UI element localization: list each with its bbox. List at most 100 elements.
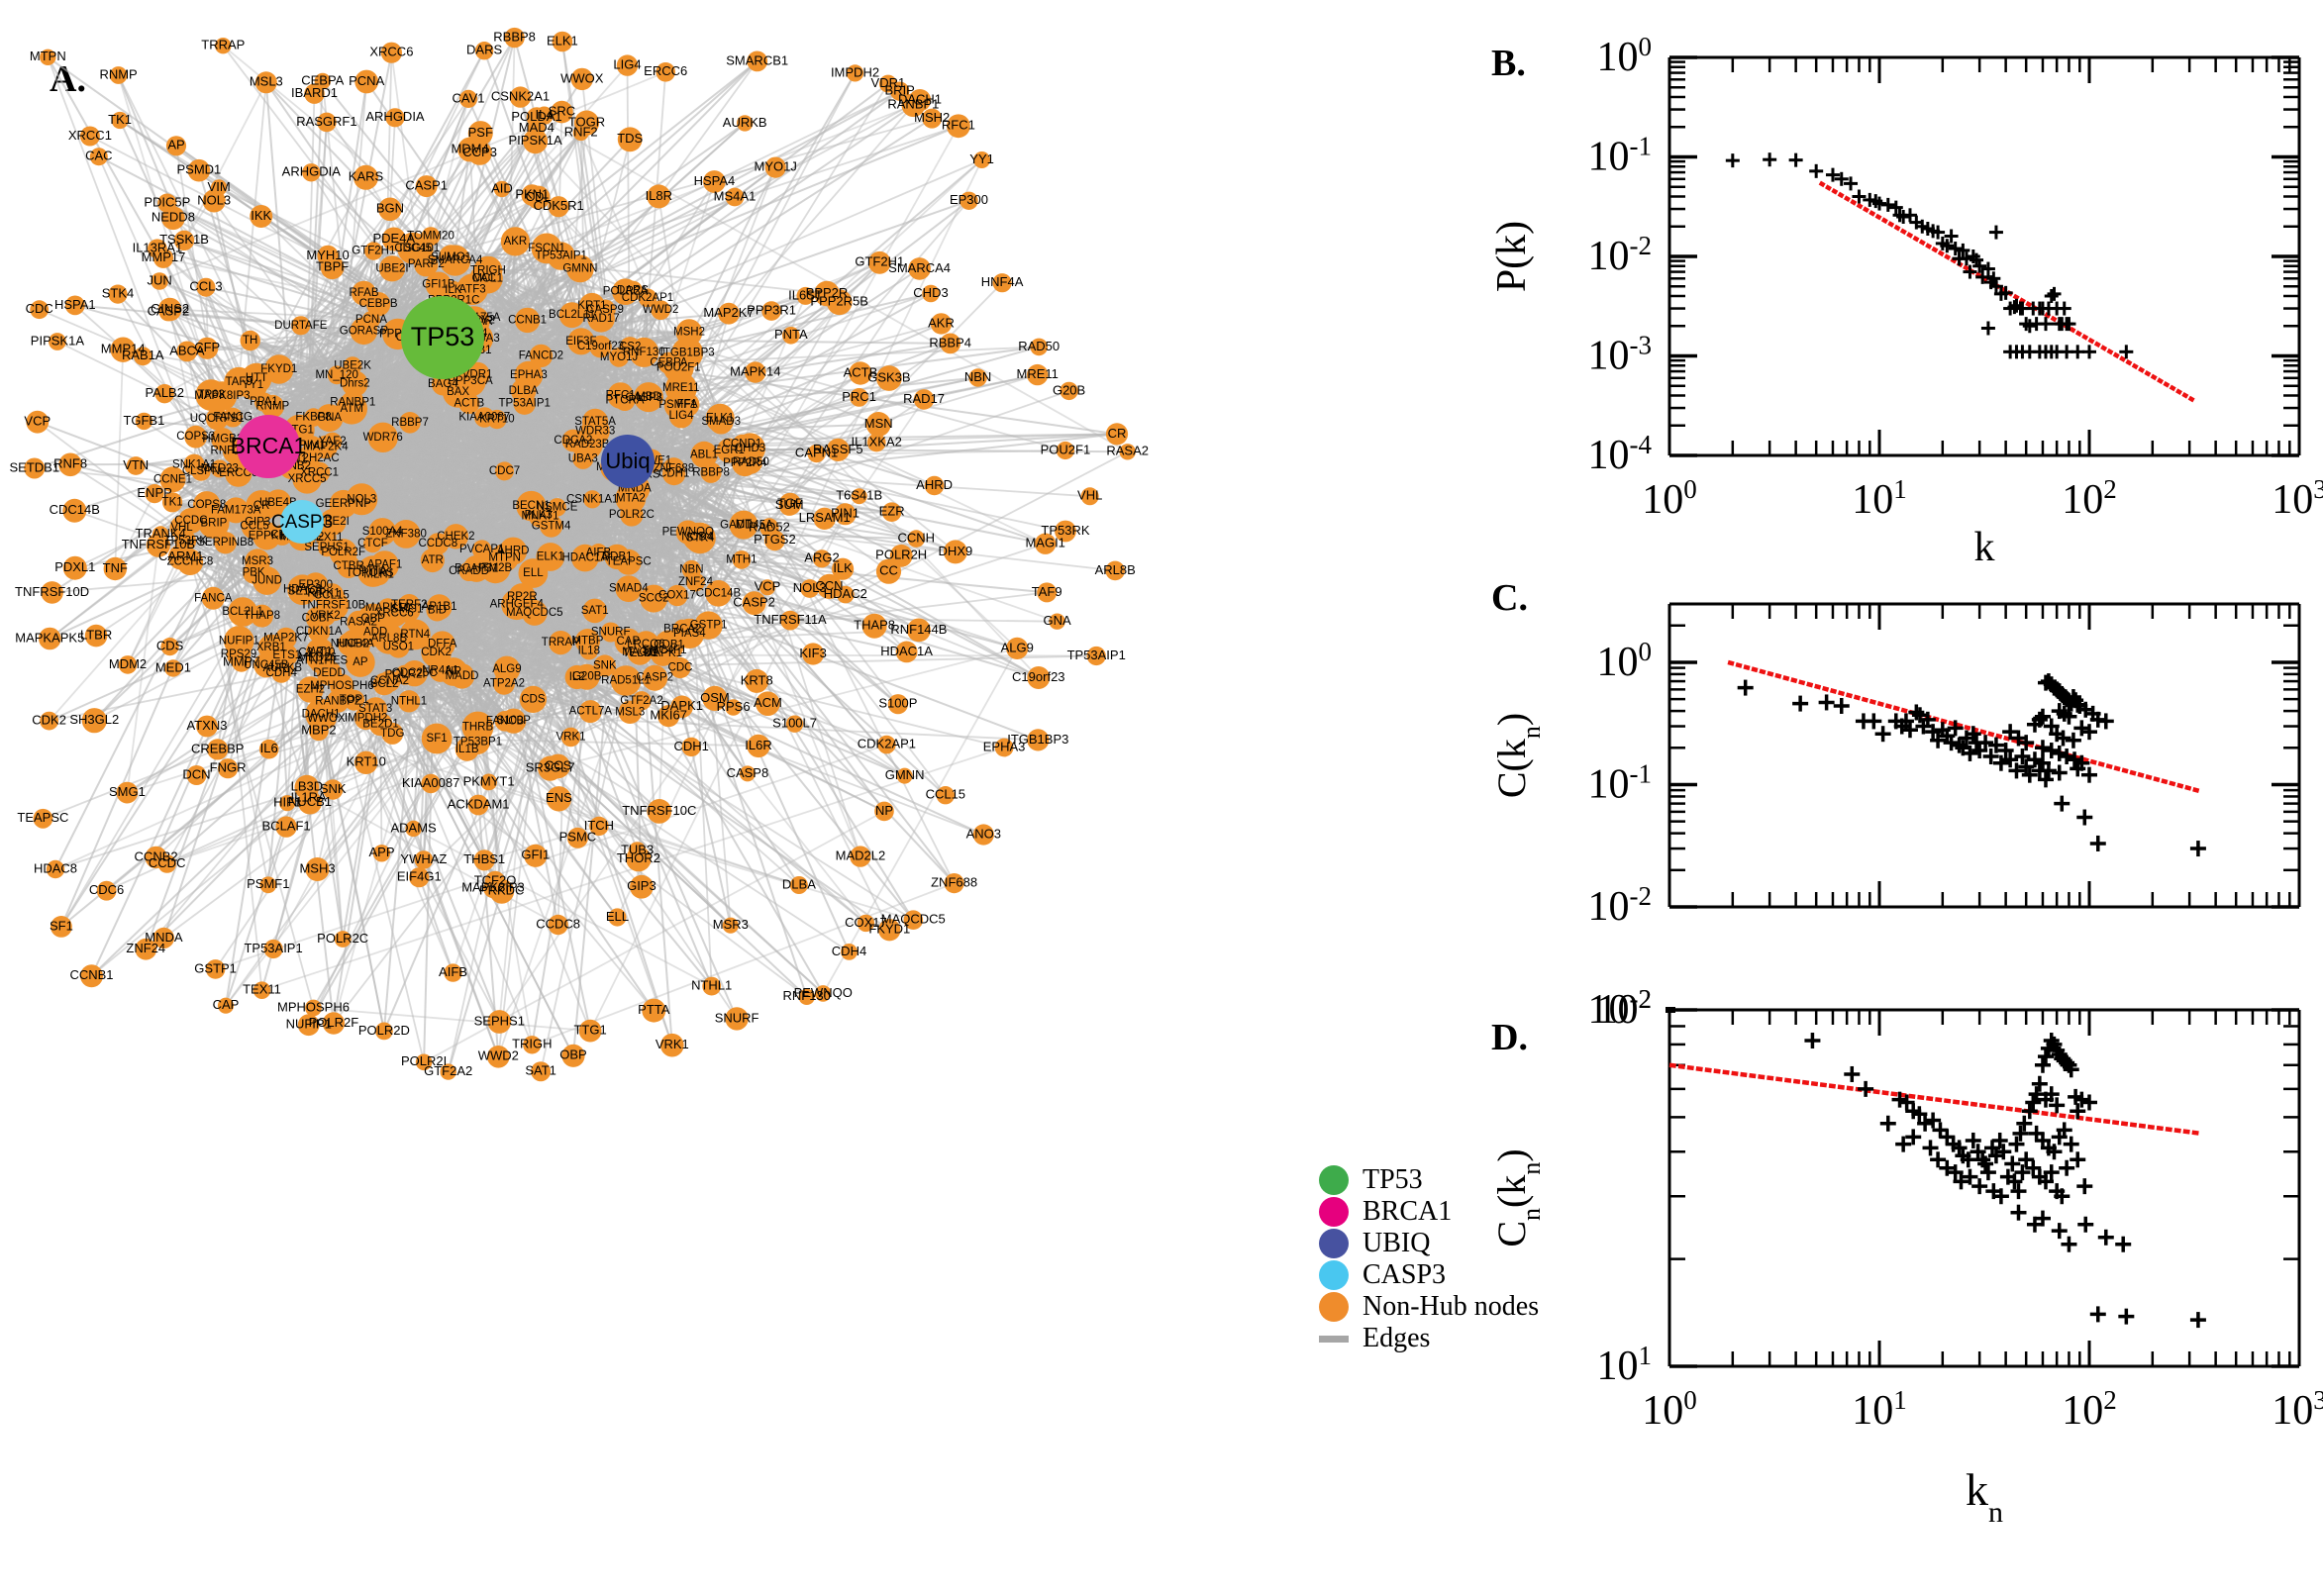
network-node[interactable] xyxy=(681,559,702,580)
network-node[interactable] xyxy=(668,403,694,429)
network-node[interactable] xyxy=(154,384,174,404)
network-node[interactable] xyxy=(662,351,694,383)
network-node[interactable] xyxy=(305,999,322,1017)
network-node[interactable] xyxy=(922,284,940,303)
network-node[interactable] xyxy=(531,1061,552,1082)
network-node[interactable] xyxy=(737,516,757,535)
network-node[interactable] xyxy=(718,302,740,325)
network-node[interactable] xyxy=(319,508,347,536)
network-node[interactable] xyxy=(41,581,63,604)
network-node[interactable] xyxy=(619,337,641,358)
network-node[interactable] xyxy=(360,618,390,648)
network-node[interactable] xyxy=(531,233,562,264)
network-node[interactable] xyxy=(84,624,108,648)
network-node[interactable] xyxy=(865,412,891,437)
network-node[interactable] xyxy=(802,643,825,665)
network-node[interactable] xyxy=(215,38,232,54)
network-node[interactable] xyxy=(327,365,347,385)
network-node[interactable] xyxy=(487,409,507,430)
network-node[interactable] xyxy=(500,227,530,256)
network-node[interactable] xyxy=(62,555,87,580)
network-node[interactable] xyxy=(487,1010,512,1034)
network-node[interactable] xyxy=(628,842,647,859)
network-node[interactable] xyxy=(504,27,525,49)
network-node[interactable] xyxy=(354,164,378,190)
network-node[interactable] xyxy=(50,916,72,938)
network-node[interactable] xyxy=(173,230,195,250)
network-node[interactable] xyxy=(211,428,235,451)
network-node[interactable] xyxy=(782,327,800,345)
network-node[interactable] xyxy=(708,409,734,435)
network-node[interactable] xyxy=(1027,363,1049,386)
network-node[interactable] xyxy=(521,184,544,206)
network-node[interactable] xyxy=(574,629,601,654)
network-node[interactable] xyxy=(176,341,198,362)
network-node[interactable] xyxy=(535,106,554,125)
network-node[interactable] xyxy=(152,927,174,949)
network-node[interactable] xyxy=(372,845,391,862)
network-node[interactable] xyxy=(737,115,754,132)
network-node[interactable] xyxy=(294,774,320,800)
network-node[interactable] xyxy=(759,579,775,596)
network-graph[interactable]: CDC14BTHAP8KIAA0087TP53RKMAGI1DHX9ARL8BT… xyxy=(0,0,1465,1596)
network-node[interactable] xyxy=(608,908,627,927)
network-node[interactable] xyxy=(924,475,945,496)
network-node[interactable] xyxy=(187,158,211,182)
network-node[interactable] xyxy=(722,917,739,934)
network-node[interactable] xyxy=(397,690,421,713)
network-node[interactable] xyxy=(111,111,129,130)
network-node[interactable] xyxy=(421,773,441,794)
network-node[interactable] xyxy=(642,664,668,691)
network-node[interactable] xyxy=(578,700,602,724)
network-node[interactable] xyxy=(297,1014,320,1037)
network-node[interactable] xyxy=(165,136,187,156)
network-node[interactable] xyxy=(471,540,492,559)
network-node[interactable] xyxy=(210,459,229,478)
network-node[interactable] xyxy=(589,544,608,562)
network-node[interactable] xyxy=(732,550,752,569)
network-node[interactable] xyxy=(907,618,931,643)
network-node[interactable] xyxy=(895,641,918,663)
network-node[interactable] xyxy=(480,552,511,584)
network-node[interactable] xyxy=(116,781,139,804)
network-node[interactable] xyxy=(669,656,691,679)
network-node[interactable] xyxy=(816,573,843,600)
network-node[interactable] xyxy=(391,520,421,549)
network-node[interactable] xyxy=(344,689,365,711)
network-node[interactable] xyxy=(399,412,421,434)
network-node[interactable] xyxy=(922,108,943,129)
network-node[interactable] xyxy=(861,613,887,639)
network-node[interactable] xyxy=(458,561,479,581)
network-node[interactable] xyxy=(489,878,515,904)
network-node[interactable] xyxy=(846,64,864,82)
network-node[interactable] xyxy=(761,301,781,321)
network-node[interactable] xyxy=(798,988,815,1005)
network-node[interactable] xyxy=(610,665,642,696)
network-node[interactable] xyxy=(26,410,50,434)
network-node[interactable] xyxy=(1027,666,1051,689)
network-node[interactable] xyxy=(618,700,642,724)
network-node[interactable] xyxy=(589,335,612,358)
network-node[interactable] xyxy=(516,490,547,522)
network-node[interactable] xyxy=(444,280,462,300)
network-node[interactable] xyxy=(732,450,758,477)
network-node[interactable] xyxy=(702,976,722,996)
network-node[interactable] xyxy=(40,711,58,731)
network-node[interactable] xyxy=(454,737,479,761)
network-node[interactable] xyxy=(240,330,260,351)
network-node[interactable] xyxy=(615,483,647,514)
network-node[interactable] xyxy=(1105,423,1129,446)
network-node[interactable] xyxy=(994,738,1014,757)
network-node[interactable] xyxy=(305,857,330,881)
network-node[interactable] xyxy=(79,126,100,147)
network-node[interactable] xyxy=(322,1012,346,1035)
network-node[interactable] xyxy=(159,466,186,493)
network-node[interactable] xyxy=(764,156,786,178)
network-node[interactable] xyxy=(529,344,554,368)
network-node[interactable] xyxy=(264,354,294,384)
network-node[interactable] xyxy=(364,242,383,260)
network-node[interactable] xyxy=(850,846,871,867)
network-node[interactable] xyxy=(415,175,438,198)
network-node[interactable] xyxy=(940,333,961,354)
